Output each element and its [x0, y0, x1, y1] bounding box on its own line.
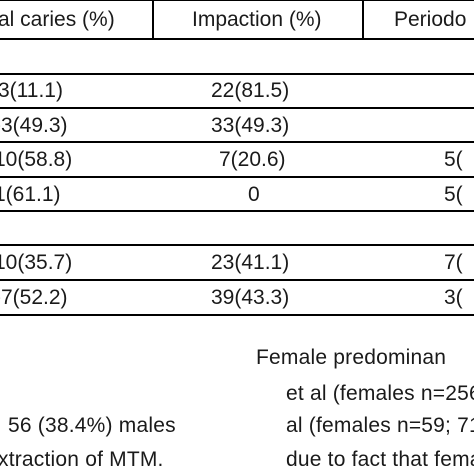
table-cell-periodontal: 5( — [444, 148, 463, 171]
table-cell-periodontal: 3( — [444, 286, 463, 309]
row-border — [0, 107, 474, 109]
row-border — [0, 176, 474, 178]
table-cell-impaction: 33(49.3) — [211, 114, 290, 137]
row-border — [0, 279, 474, 281]
row-border — [0, 210, 474, 212]
header-bottom-border — [0, 38, 474, 40]
header-impaction: Impaction (%) — [192, 8, 322, 31]
table-cell-caries: 3(11.1) — [0, 79, 63, 102]
table-cell-periodontal: 7( — [444, 251, 463, 274]
column-divider — [362, 0, 364, 38]
group-border — [0, 73, 474, 75]
table-cell-impaction: 7(20.6) — [219, 148, 286, 171]
table-bottom-border — [0, 314, 474, 316]
table-cell-caries: -3(49.3) — [0, 114, 68, 137]
paragraph-line: due to fact that fema — [286, 448, 474, 471]
paragraph-line: 56 (38.4%) males — [8, 414, 176, 437]
table-top-border — [0, 0, 474, 1]
table-cell-caries: -7(52.2) — [0, 286, 68, 309]
table-cell-caries: 1(61.1) — [0, 183, 61, 206]
table-cell-caries: 10(35.7) — [0, 251, 73, 274]
group-border — [0, 244, 474, 246]
table-cell-impaction: 22(81.5) — [211, 79, 290, 102]
paragraph-line: Female predominan — [256, 346, 447, 369]
row-border — [0, 141, 474, 143]
table-cell-impaction: 39(43.3) — [211, 286, 290, 309]
column-divider — [152, 0, 154, 38]
paragraph-line: xtraction of MTM. — [0, 448, 164, 471]
header-periodontal: Periodo — [394, 8, 467, 31]
table-cell-impaction: 0 — [248, 183, 260, 206]
paragraph-line: al (females n=59; 71 — [286, 414, 474, 437]
table-cell-caries: 10(58.8) — [0, 148, 73, 171]
table-cell-periodontal: 5( — [444, 183, 463, 206]
header-caries: al caries (%) — [0, 8, 115, 31]
table-cell-impaction: 23(41.1) — [211, 251, 290, 274]
paragraph-line: et al (females n=256 — [286, 382, 474, 405]
